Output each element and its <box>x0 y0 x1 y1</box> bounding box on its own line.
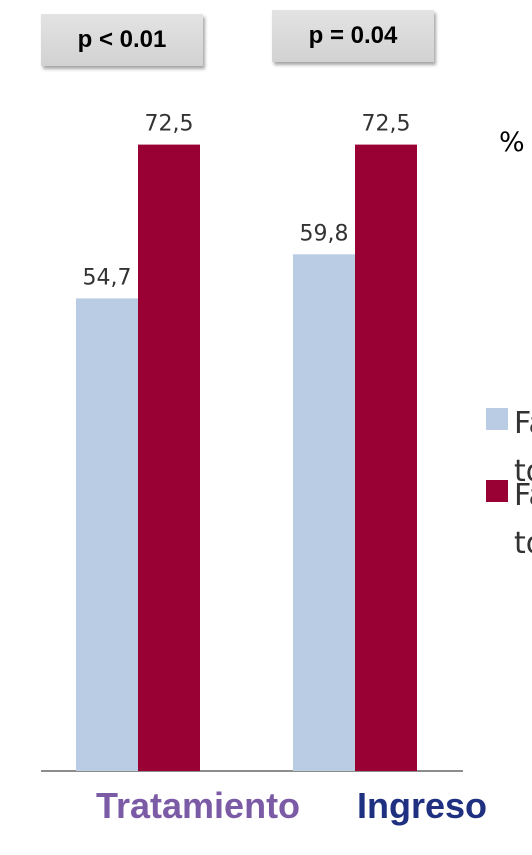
legend-label: Fá tó <box>514 406 532 489</box>
category-label-tratamiento: Tratamiento <box>96 785 301 826</box>
p-value-label: p < 0.01 <box>77 26 167 53</box>
data-label: 59,8 <box>300 221 349 246</box>
legend-swatch <box>486 480 508 502</box>
legend-item-series-1: Fá tó <box>486 400 532 496</box>
bar-ingreso-series-1 <box>293 254 355 771</box>
p-value-box-tratamiento: p < 0.01 <box>41 14 203 66</box>
category-label-ingreso: Ingreso <box>357 785 488 826</box>
unit-label: % <box>499 127 525 158</box>
bar-tratamiento-series-1 <box>76 298 138 771</box>
bar-tratamiento-series-2 <box>138 144 200 772</box>
data-label: 72,5 <box>145 112 194 137</box>
bar-ingreso-series-2 <box>355 144 417 772</box>
legend-label: Fá tó <box>514 478 532 561</box>
legend-item-series-2: Fá tó <box>486 472 532 568</box>
data-label: 54,7 <box>83 265 132 290</box>
data-label: 72,5 <box>362 112 411 137</box>
legend-swatch <box>486 408 508 430</box>
p-value-box-ingreso: p = 0.04 <box>272 10 434 62</box>
p-value-label: p = 0.04 <box>308 22 398 49</box>
